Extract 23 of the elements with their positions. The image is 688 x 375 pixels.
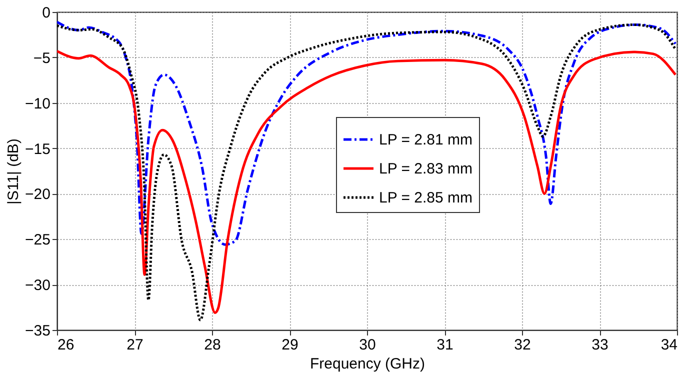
x-tick-label: 28 — [204, 336, 221, 354]
y-tick-label: −10 — [25, 95, 50, 112]
x-tick-label: 26 — [58, 336, 74, 354]
y-tick-label: −20 — [25, 186, 50, 204]
y-tick-label: −15 — [25, 140, 50, 158]
y-axis-title: |S11| (dB) — [5, 138, 22, 204]
legend-label: LP = 2.81 mm — [379, 131, 473, 148]
y-tick-label: −5 — [33, 50, 50, 67]
legend-label: LP = 2.85 mm — [379, 189, 473, 206]
y-tick-label: −30 — [25, 277, 50, 294]
x-axis-title: Frequency (GHz) — [310, 356, 426, 372]
line-series — [57, 20, 677, 246]
x-tick-label: 34 — [660, 336, 678, 354]
x-tick-label: 32 — [514, 336, 531, 354]
x-tick-label: 27 — [126, 336, 144, 354]
x-tick-label: 29 — [282, 336, 298, 354]
x-tick-label: 31 — [436, 336, 454, 354]
y-tick-label: −35 — [25, 322, 50, 340]
x-tick-label: 33 — [592, 336, 608, 354]
x-tick-label: 30 — [359, 336, 376, 354]
legend-label: LP = 2.83 mm — [379, 160, 473, 178]
y-tick-label: 0 — [42, 4, 50, 22]
y-tick-label: −25 — [25, 232, 50, 249]
